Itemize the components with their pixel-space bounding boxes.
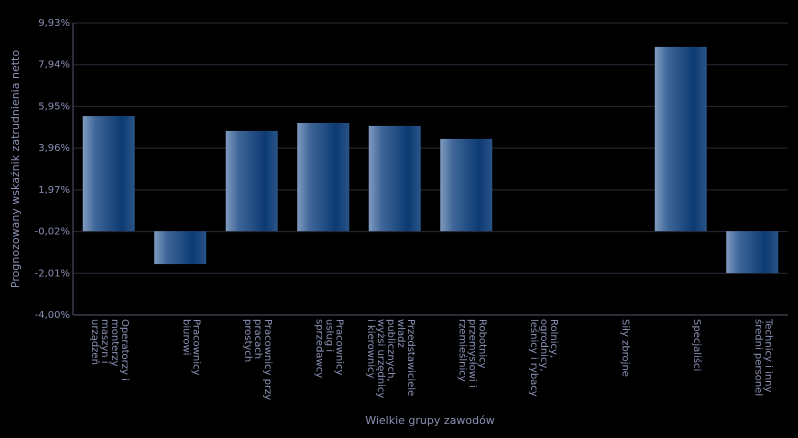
x-tick-label: Operatorzy i monterzy maszyn i urządzeń — [88, 319, 130, 381]
x-tick-label: Pracownicy przy pracach prostych — [241, 319, 273, 401]
y-tick-label: 1,97% — [38, 185, 70, 196]
x-tick-label: Technicy i inny średni personel — [752, 319, 774, 397]
x-tick-label: Robotnicy przemysłowi i rzemieślnicy — [456, 319, 488, 388]
y-tick-label: -2,01% — [35, 268, 70, 279]
y-tick-label: -0,02% — [35, 227, 70, 238]
y-tick-label: -4,00% — [35, 310, 70, 321]
x-tick-label: Pracownicy biurowi — [180, 319, 202, 376]
y-tick-label: 3,96% — [38, 143, 70, 154]
bar — [440, 138, 493, 232]
bar — [154, 231, 207, 265]
bar — [726, 231, 779, 274]
x-tick-label: Siły zbrojne — [619, 319, 631, 377]
y-tick-label: 5,95% — [38, 101, 70, 112]
bar — [225, 130, 278, 232]
y-tick-label: 9,93% — [38, 18, 70, 29]
x-tick-label: Specjaliści — [690, 319, 702, 372]
bar — [297, 122, 350, 232]
bar — [368, 125, 421, 232]
x-axis-title: Wielkie grupy zawodów — [365, 414, 495, 427]
y-tick-label: 7,94% — [38, 60, 70, 71]
x-tick-label: Rolnicy, ogrodnicy, leśnicy i rybacy — [527, 319, 559, 397]
bar — [654, 46, 707, 232]
x-tick-label: Przedstawiciele władz publicznych, wyżsi… — [364, 319, 416, 399]
bar — [82, 116, 135, 232]
y-axis-title: Prognozowany wskaźnik zatrudnienia netto — [9, 50, 22, 288]
x-tick-label: Pracownicy usług i sprzedawcy — [313, 319, 345, 379]
